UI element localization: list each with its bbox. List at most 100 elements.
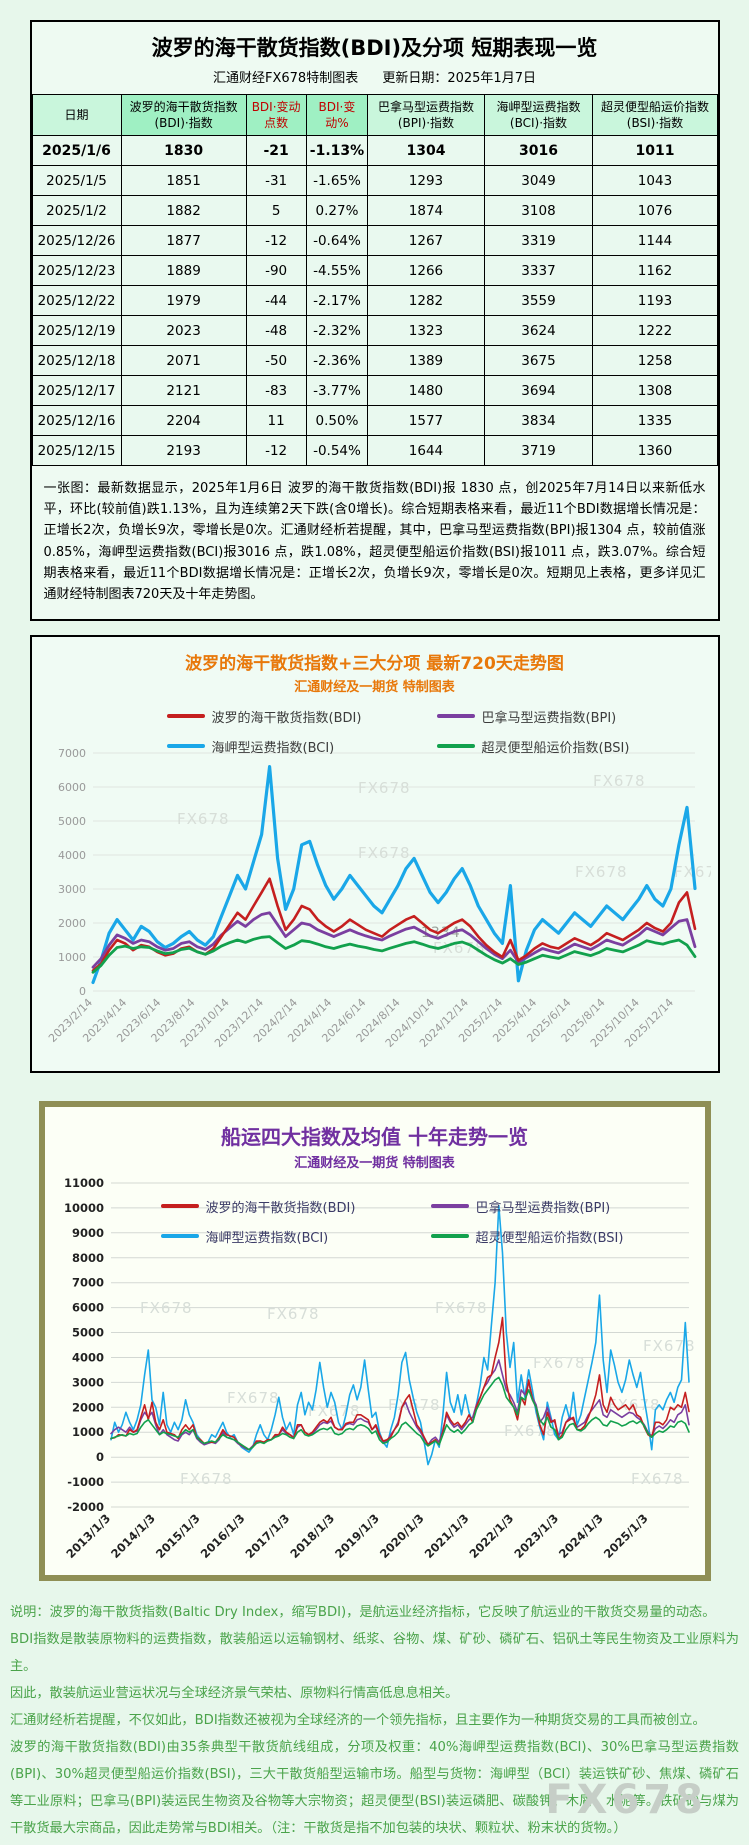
table-cell: 0.27% (305, 195, 369, 227)
table-cell: -44 (245, 285, 307, 317)
svg-text:5000: 5000 (71, 1325, 103, 1339)
table-cell: -0.64% (305, 225, 369, 257)
table-cell: 3016 (483, 135, 594, 167)
table-cell: 11 (245, 405, 307, 437)
table-cell: -0.54% (305, 435, 369, 467)
legend-label-bsi: 超灵便型船运价指数(BSI) (481, 740, 630, 756)
table-cell: 2025/12/17 (31, 375, 122, 407)
table-cell: 0.50% (305, 405, 369, 437)
svg-text:2015/1/3: 2015/1/3 (152, 1511, 202, 1561)
table-cell: 2025/1/6 (31, 135, 122, 167)
table-cell: -2.17% (305, 285, 369, 317)
table-cell: 1882 (120, 195, 247, 227)
chart-720-panel: 波罗的海干散货指数+三大分项 最新720天走势图 汇通财经及一期货 特制图表 0… (29, 634, 720, 1073)
column-header: 波罗的海干散货指数(BDI)·指数 (120, 93, 247, 137)
column-header: 超灵便型船运价指数(BSI)·指数 (592, 93, 718, 137)
svg-text:FX678: FX678 (533, 1354, 586, 1372)
svg-text:FX678: FX678 (267, 1305, 320, 1323)
legend-item-bdi: 波罗的海干散货指数(BDI) (160, 1197, 411, 1216)
table-cell: 1076 (592, 195, 718, 227)
svg-text:FX678: FX678 (358, 779, 411, 797)
table-cell: 3675 (483, 345, 594, 377)
svg-text:FX678: FX678 (435, 1299, 488, 1317)
table-row: 2025/1/6 1830 -21 -1.13% 1304 3016 1011 (31, 135, 718, 167)
table-cell: 1877 (120, 225, 247, 257)
bpi-line-swatch (436, 714, 475, 719)
svg-text:FX678: FX678 (593, 772, 646, 790)
svg-text:FX678: FX678 (631, 1470, 684, 1488)
svg-text:FX678: FX678 (358, 844, 411, 862)
table-cell: 3719 (483, 435, 594, 467)
table-cell: 2121 (120, 375, 247, 407)
svg-text:2000: 2000 (71, 1400, 103, 1414)
svg-text:0: 0 (95, 1450, 103, 1464)
table-cell: 3108 (483, 195, 594, 227)
bci-line-swatch (166, 744, 205, 749)
svg-text:FX678: FX678 (308, 1402, 361, 1420)
table-cell: 1043 (592, 165, 718, 197)
svg-text:10000: 10000 (63, 1201, 103, 1215)
table-panel-subtitle: 汇通财经FX678特制图表 更新日期：2025年1月7日 (32, 64, 718, 94)
svg-text:2025/1/3: 2025/1/3 (600, 1511, 650, 1561)
table-cell: 2025/12/19 (31, 315, 122, 347)
table-cell: 2025/12/22 (31, 285, 122, 317)
legend-label-bpi: 巴拿马型运费指数(BPI) (475, 1200, 611, 1216)
svg-text:6000: 6000 (71, 1300, 103, 1314)
summary-text: 一张图：最新数据显示，2025年1月6日 波罗的海干散货指数(BDI)报 183… (43, 481, 706, 602)
bsi-line-swatch (430, 1234, 469, 1239)
table-row: 2025/12/16 2204 11 0.50% 1577 3834 1335 (31, 405, 718, 437)
table-cell: -2.36% (305, 345, 369, 377)
svg-text:2020/1/3: 2020/1/3 (376, 1511, 426, 1561)
legend-item-bsi: 超灵便型船运价指数(BSI) (436, 737, 687, 756)
chart-10y-area: -2000 -1000 0 1000 2000 3000 4000 5000 6000 7000 8… (51, 1171, 699, 1573)
svg-text:2019/1/3: 2019/1/3 (332, 1511, 382, 1561)
column-header: 海岬型运费指数(BCI)·指数 (483, 93, 594, 137)
source-label: 汇通财经FX678特制图表 (213, 71, 359, 86)
svg-text:FX678: FX678 (643, 1337, 696, 1355)
table-cell: -31 (245, 165, 307, 197)
table-cell: 1267 (367, 225, 485, 257)
table-cell: 2025/12/26 (31, 225, 122, 257)
table-cell: 1480 (367, 375, 485, 407)
svg-text:FX678: FX678 (433, 939, 486, 957)
table-cell: -3.77% (305, 375, 369, 407)
svg-text:FX678: FX678 (608, 1396, 661, 1414)
table-cell: 1222 (592, 315, 718, 347)
table-cell: 1258 (592, 345, 718, 377)
update-date-label: 更新日期：2025年1月7日 (382, 71, 536, 86)
table-cell: 1282 (367, 285, 485, 317)
table-cell: 1889 (120, 255, 247, 287)
table-cell: -1.65% (305, 165, 369, 197)
table-cell: 1011 (592, 135, 718, 167)
table-cell: 2025/12/16 (31, 405, 122, 437)
svg-text:2023/1/3: 2023/1/3 (511, 1511, 561, 1561)
table-cell: 2025/12/23 (31, 255, 122, 287)
svg-text:6000: 6000 (58, 781, 86, 794)
bci-line-swatch (160, 1234, 199, 1239)
table-cell: -1.13% (305, 135, 369, 167)
legend-item-bpi: 巴拿马型运费指数(BPI) (436, 707, 687, 726)
column-header: BDI·变动% (305, 93, 369, 137)
svg-text:0: 0 (79, 985, 86, 998)
table-cell: 2025/1/2 (31, 195, 122, 227)
legend-item-bci: 海岬型运费指数(BCI) (166, 737, 417, 756)
table-cell: -90 (245, 255, 307, 287)
table-cell: 1851 (120, 165, 247, 197)
svg-text:7000: 7000 (71, 1275, 103, 1289)
table-cell: 1266 (367, 255, 485, 287)
table-cell: 1293 (367, 165, 485, 197)
column-header: BDI·变动点数 (245, 93, 307, 137)
legend-label-bci: 海岬型运费指数(BCI) (205, 1230, 329, 1246)
table-cell: 1162 (592, 255, 718, 287)
chart-10y-subtitle: 汇通财经及一期货 特制图表 (294, 1155, 455, 1171)
svg-text:1000: 1000 (58, 951, 86, 964)
table-cell: -83 (245, 375, 307, 407)
table-row: 2025/12/17 2121 -83 -3.77% 1480 3694 1308 (31, 375, 718, 407)
svg-text:2021/1/3: 2021/1/3 (421, 1511, 471, 1561)
table-row: 2025/12/26 1877 -12 -0.64% 1267 3319 1144 (31, 225, 718, 257)
table-cell: 3834 (483, 405, 594, 437)
table-row: 2025/12/22 1979 -44 -2.17% 1282 3559 1193 (31, 285, 718, 317)
svg-text:2017/1/3: 2017/1/3 (242, 1511, 292, 1561)
table-row: 2025/1/2 1882 5 0.27% 1874 3108 1076 (31, 195, 718, 227)
svg-text:2014/1/3: 2014/1/3 (108, 1511, 158, 1561)
